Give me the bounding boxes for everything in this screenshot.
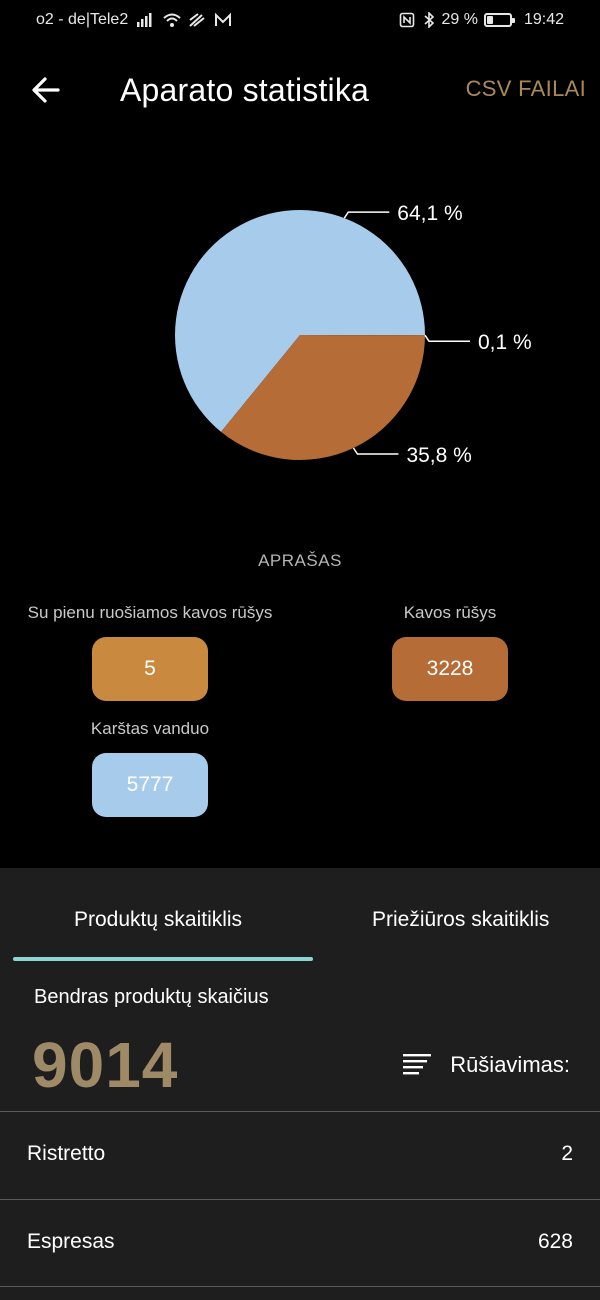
legend-item-hot-water: Karštas vanduo 5777 <box>30 719 270 817</box>
sort-button[interactable]: Rūšiavimas: <box>402 1052 570 1078</box>
signal-icon <box>136 12 154 28</box>
pie-label-coffee-types: 35,8 % <box>406 444 471 467</box>
total-products-label: Bendras produktų skaičius <box>34 986 269 1008</box>
legend-value-box: 5777 <box>92 753 208 817</box>
carrier-name: o2 - de|Tele2 <box>36 11 129 28</box>
status-bar: o2 - de|Tele2 29 % 19:42 <box>0 0 600 42</box>
legend-item-milk-coffee: Su pienu ruošiamos kavos rūšys 5 <box>10 603 290 701</box>
divider <box>0 1286 600 1287</box>
pie-slice-coffee-types <box>221 335 425 461</box>
divider <box>0 1199 600 1200</box>
mail-icon <box>214 12 232 28</box>
total-products-value: 9014 <box>32 1029 179 1101</box>
battery-level <box>486 16 493 24</box>
page-title: Aparato statistika <box>120 72 370 108</box>
active-tab-indicator <box>13 957 313 961</box>
legend-value-box: 5 <box>92 637 208 701</box>
pie-label-milk-coffee: 0,1 % <box>478 331 532 354</box>
counter-panel: Produktų skaitiklis Priežiūros skaitikli… <box>0 868 600 1300</box>
app-header: Aparato statistika CSV FAILAI <box>0 60 600 120</box>
product-row-espresas[interactable]: Espresas 628 <box>0 1200 600 1286</box>
product-row-ristretto[interactable]: Ristretto 2 <box>0 1112 600 1198</box>
tab-bar: Produktų skaitiklis Priežiūros skaitikli… <box>0 868 600 964</box>
sim-app-icon <box>188 12 206 28</box>
product-count: 2 <box>561 1142 573 1165</box>
product-name: Ristretto <box>27 1142 106 1165</box>
legend-label: Su pienu ruošiamos kavos rūšys <box>27 603 273 622</box>
clock: 19:42 <box>523 11 564 28</box>
product-count: 628 <box>537 1230 573 1253</box>
back-button[interactable] <box>28 72 68 108</box>
battery-icon <box>483 13 515 27</box>
pie-chart: 64,1 % 0,1 % 35,8 % <box>0 180 600 500</box>
nfc-icon <box>399 12 417 28</box>
battery-percent: 29 % <box>441 11 478 28</box>
product-name: Espresas <box>27 1230 115 1253</box>
legend-item-coffee-types: Kavos rūšys 3228 <box>330 603 570 701</box>
tab-product-counter[interactable]: Produktų skaitiklis <box>74 908 243 931</box>
sort-lines-icon <box>403 1054 432 1075</box>
sort-label: Rūšiavimas: <box>450 1052 570 1077</box>
legend-title: APRAŠAS <box>258 551 342 570</box>
pie-chart-svg: 64,1 % 0,1 % 35,8 % <box>175 202 532 467</box>
legend-label: Karštas vanduo <box>90 719 210 738</box>
divider <box>0 1111 600 1112</box>
csv-files-button[interactable]: CSV FAILAI <box>465 76 586 101</box>
legend-value-box: 3228 <box>392 637 508 701</box>
bluetooth-icon <box>423 11 435 29</box>
pie-label-hot-water: 64,1 % <box>397 202 462 225</box>
pie-leader-milk-coffee <box>424 334 470 342</box>
pie-leader-coffee-types <box>352 447 399 455</box>
legend-label: Kavos rūšys <box>403 603 497 622</box>
pie-leader-hot-water <box>343 211 390 219</box>
tab-maintenance-counter[interactable]: Priežiūros skaitiklis <box>372 908 550 931</box>
wifi-icon <box>162 12 181 28</box>
pie-slice-hot-water <box>175 210 425 432</box>
arrow-left-icon <box>32 77 60 103</box>
